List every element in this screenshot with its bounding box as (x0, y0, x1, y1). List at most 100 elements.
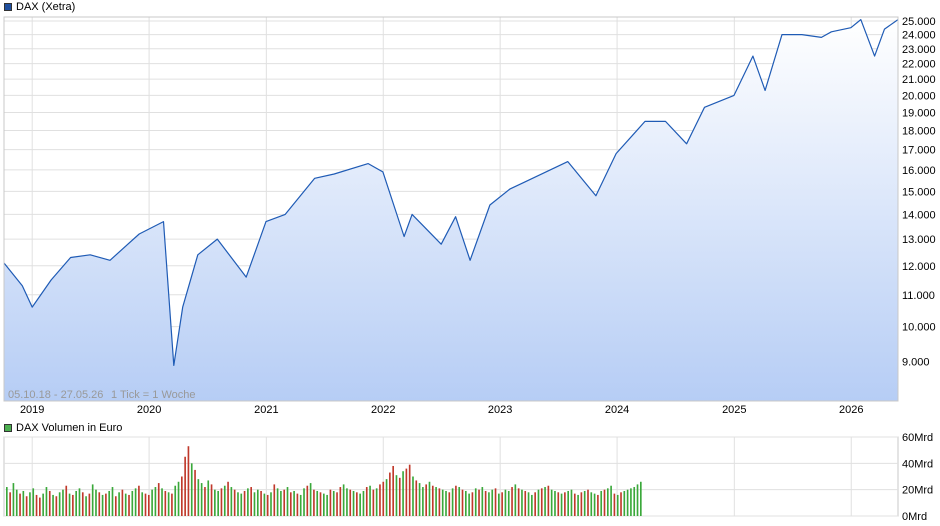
volume-bar (610, 485, 612, 516)
volume-bar (293, 490, 295, 516)
volume-bar (210, 484, 213, 516)
volume-bar (124, 493, 127, 516)
volume-bar (237, 492, 239, 516)
volume-bar (309, 483, 312, 516)
volume-bar (356, 492, 358, 516)
volume-y-tick-label: 40Mrd (902, 458, 933, 470)
volume-bar (105, 493, 107, 516)
volume-bar (200, 483, 203, 516)
volume-bar (474, 488, 477, 516)
volume-bar (144, 493, 147, 516)
watermark: RIVA (400, 193, 458, 218)
volume-bar (448, 492, 451, 516)
volume-bar (187, 446, 190, 516)
volume-bar (65, 485, 68, 516)
volume-bar (438, 488, 441, 516)
volume-bar (296, 493, 299, 516)
volume-bar (349, 489, 352, 516)
volume-bar (415, 480, 418, 516)
volume-bar (227, 481, 229, 516)
volume-bar (78, 488, 81, 516)
volume-bar (151, 489, 153, 516)
volume-bar (131, 490, 134, 516)
volume-bar (534, 492, 536, 516)
price-y-tick-label: 22.000 (902, 59, 936, 71)
volume-bar (379, 484, 381, 516)
volume-grid (4, 436, 898, 517)
volume-bar (531, 494, 533, 516)
volume-bar (164, 490, 167, 516)
x-tick-label: 2021 (254, 404, 278, 416)
volume-bar (332, 490, 335, 516)
volume-bar (6, 487, 8, 516)
volume-bar (91, 484, 94, 516)
volume-bar (197, 479, 200, 516)
volume-bar (194, 469, 196, 516)
volume-bar (138, 485, 140, 516)
volume-bar (157, 483, 160, 516)
volume-bar (114, 496, 117, 516)
volume-bar (223, 485, 226, 516)
volume-bar (204, 487, 206, 516)
x-tick-label: 2020 (137, 404, 161, 416)
volume-bar (260, 490, 262, 516)
volume-bar (230, 487, 233, 516)
volume-bar (263, 493, 266, 516)
volume-y-axis: 60Mrd 40Mrd 20Mrd 0Mrd (902, 432, 933, 523)
volume-bar (316, 490, 319, 516)
volume-y-tick-label: 60Mrd (902, 432, 933, 444)
price-y-tick-label: 25.000 (902, 16, 936, 28)
volume-bar (491, 489, 494, 516)
price-legend: DAX (Xetra) (4, 1, 75, 13)
volume-bar (233, 489, 236, 516)
volume-bar (266, 494, 269, 516)
volume-bar (240, 493, 243, 516)
price-y-tick-label: 17.000 (902, 145, 936, 157)
volume-bar (352, 490, 355, 516)
volume-bar (15, 489, 18, 516)
price-y-tick-label: 12.000 (902, 261, 936, 273)
volume-bar (550, 489, 553, 516)
volume-bar (273, 484, 276, 516)
volume-bar (557, 492, 560, 516)
volume-bar (190, 463, 193, 516)
price-y-tick-label: 21.000 (902, 74, 936, 86)
volume-bar (431, 485, 434, 516)
volume-bar (488, 492, 490, 516)
volume-bar (22, 490, 25, 516)
volume-bar (471, 492, 474, 516)
volume-bar (537, 489, 540, 516)
price-y-tick-label: 24.000 (902, 30, 936, 42)
volume-bar (313, 489, 315, 516)
volume-bar (554, 490, 556, 516)
volume-bar (85, 496, 87, 516)
price-y-tick-label: 9.000 (902, 357, 930, 369)
volume-bar (339, 487, 342, 516)
volume-bar (342, 484, 345, 516)
volume-bar (560, 493, 563, 516)
volume-bar (504, 489, 507, 516)
price-y-tick-label: 18.000 (902, 126, 936, 138)
volume-bar (29, 492, 31, 516)
volume-bar (484, 490, 487, 516)
date-range-label: 05.10.18 - 27.05.26 (8, 389, 103, 401)
volume-bar (428, 481, 431, 516)
volume-bar (68, 493, 71, 516)
volume-bar (544, 487, 546, 516)
volume-bar (570, 489, 573, 516)
volume-bar (283, 489, 286, 516)
volume-bar (405, 468, 408, 516)
volume-bar (640, 481, 642, 516)
volume-bar (494, 488, 497, 516)
volume-bar (435, 487, 437, 516)
volume-bars (6, 446, 642, 516)
volume-bar (455, 485, 457, 516)
x-tick-label: 2022 (371, 404, 395, 416)
volume-bar (98, 492, 101, 516)
volume-bar (507, 490, 510, 516)
volume-bar (276, 488, 279, 516)
volume-bar (583, 490, 586, 516)
volume-bar (445, 490, 447, 516)
volume-bar (48, 490, 51, 516)
volume-bar (32, 488, 35, 516)
